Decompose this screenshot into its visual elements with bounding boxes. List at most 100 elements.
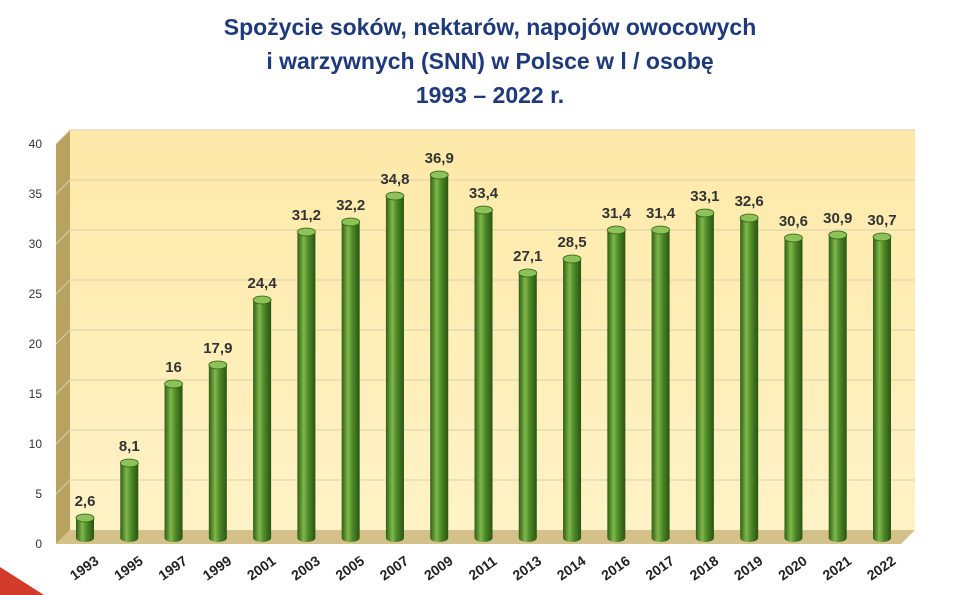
bar-body [297, 232, 316, 542]
bar-top [606, 225, 626, 235]
data-label: 8,1 [119, 438, 140, 455]
bar-top [119, 458, 139, 468]
bar [75, 513, 95, 542]
grid-line-side [55, 379, 71, 395]
x-tick-label: 1995 [111, 552, 146, 583]
bar-top [784, 233, 803, 243]
bar-body [784, 238, 803, 542]
y-tick-label: 40 [29, 137, 43, 151]
bar [695, 208, 715, 542]
y-tick-label: 35 [29, 187, 43, 201]
bar [784, 233, 803, 542]
chart-title: Spożycie soków, nektarów, napojów owocow… [140, 10, 840, 112]
chart-title-line-1: Spożycie soków, nektarów, napojów owocow… [223, 14, 757, 40]
bar-top [75, 513, 95, 523]
x-tick-label: 1997 [155, 552, 190, 583]
bar-top [518, 268, 538, 278]
bar-body [385, 196, 404, 542]
bar [252, 295, 272, 542]
bar-body [430, 175, 449, 542]
bar [296, 227, 316, 542]
y-tick-label: 5 [35, 487, 42, 501]
x-tick-label: 2009 [421, 552, 456, 583]
corner-decoration [0, 567, 44, 595]
data-label: 24,4 [248, 275, 278, 292]
bar-body [518, 273, 537, 542]
data-labels: 2,6 8,1 16 17,9 24,4 31,2 32,2 34,8 36,9 33,4 27,1… [75, 150, 897, 510]
chart-title-line-3: 1993 – 2022 r. [415, 82, 565, 108]
bar [606, 225, 626, 542]
data-label: 36,9 [425, 150, 454, 167]
bar [119, 458, 139, 542]
bar-top [739, 213, 759, 223]
bar-top [341, 217, 361, 227]
data-label: 17,9 [203, 340, 232, 357]
bar [474, 205, 493, 542]
grid-line-side [55, 279, 71, 295]
x-tick-label: 2005 [332, 552, 367, 583]
x-tick-label: 2013 [510, 552, 545, 583]
data-label: 28,5 [557, 234, 586, 251]
bar-body [208, 365, 227, 542]
bar-body [695, 213, 714, 542]
data-label: 34,8 [380, 171, 409, 188]
x-tick-label: 2019 [731, 552, 766, 583]
data-label: 33,1 [690, 188, 719, 205]
x-tick-label: 2017 [642, 552, 677, 583]
y-tick-label: 15 [29, 387, 43, 401]
x-tick-label: 2011 [466, 553, 500, 584]
data-label: 30,7 [867, 212, 896, 229]
x-axis-ticks: 1993 1995 1997 1999 2001 2003 2005 2007 2009 2011… [67, 552, 899, 583]
bars [75, 170, 892, 542]
x-tick-label: 1999 [200, 552, 235, 583]
bar-body [120, 463, 139, 542]
bar-top [385, 191, 405, 201]
data-label: 16 [165, 359, 182, 376]
grid-line-side [55, 479, 71, 495]
bar [828, 230, 848, 542]
bar [518, 268, 538, 542]
data-label: 27,1 [513, 248, 542, 265]
bar [651, 225, 671, 542]
bar-body [253, 300, 272, 542]
grid-line-side [55, 329, 71, 345]
data-label: 31,4 [646, 205, 676, 222]
data-label: 33,4 [469, 185, 499, 202]
bar-top [164, 379, 183, 389]
bar-top [828, 230, 848, 240]
y-tick-label: 30 [29, 237, 43, 251]
bar [208, 360, 228, 542]
bar-top [562, 254, 582, 264]
bar [739, 213, 759, 542]
data-label: 2,6 [75, 493, 96, 510]
x-tick-label: 2022 [864, 552, 899, 583]
data-label: 31,2 [292, 207, 321, 224]
grid-line-side [55, 179, 71, 195]
bar-body [76, 518, 94, 542]
data-label: 32,6 [735, 193, 764, 210]
bar-top [296, 227, 316, 237]
x-tick-label: 2001 [244, 552, 279, 583]
bar-top [429, 170, 449, 180]
bar [562, 254, 582, 542]
x-tick-label: 2003 [288, 552, 323, 583]
bar-body [164, 384, 183, 542]
bar-body [828, 235, 847, 542]
x-tick-label: 2020 [775, 552, 810, 583]
bar [872, 232, 892, 542]
bar-body [474, 210, 493, 542]
data-label: 30,9 [823, 210, 852, 227]
bar-body [341, 222, 360, 542]
data-label: 31,4 [602, 205, 632, 222]
grid-line-side [55, 429, 71, 445]
bar-body [740, 218, 759, 542]
bar-top [474, 205, 493, 215]
bar-top [651, 225, 671, 235]
bar-top [695, 208, 715, 218]
y-tick-label: 25 [29, 287, 43, 301]
x-tick-label: 1993 [67, 552, 102, 583]
bar-body [607, 230, 626, 542]
y-tick-label: 10 [29, 437, 43, 451]
bar-top [872, 232, 892, 242]
